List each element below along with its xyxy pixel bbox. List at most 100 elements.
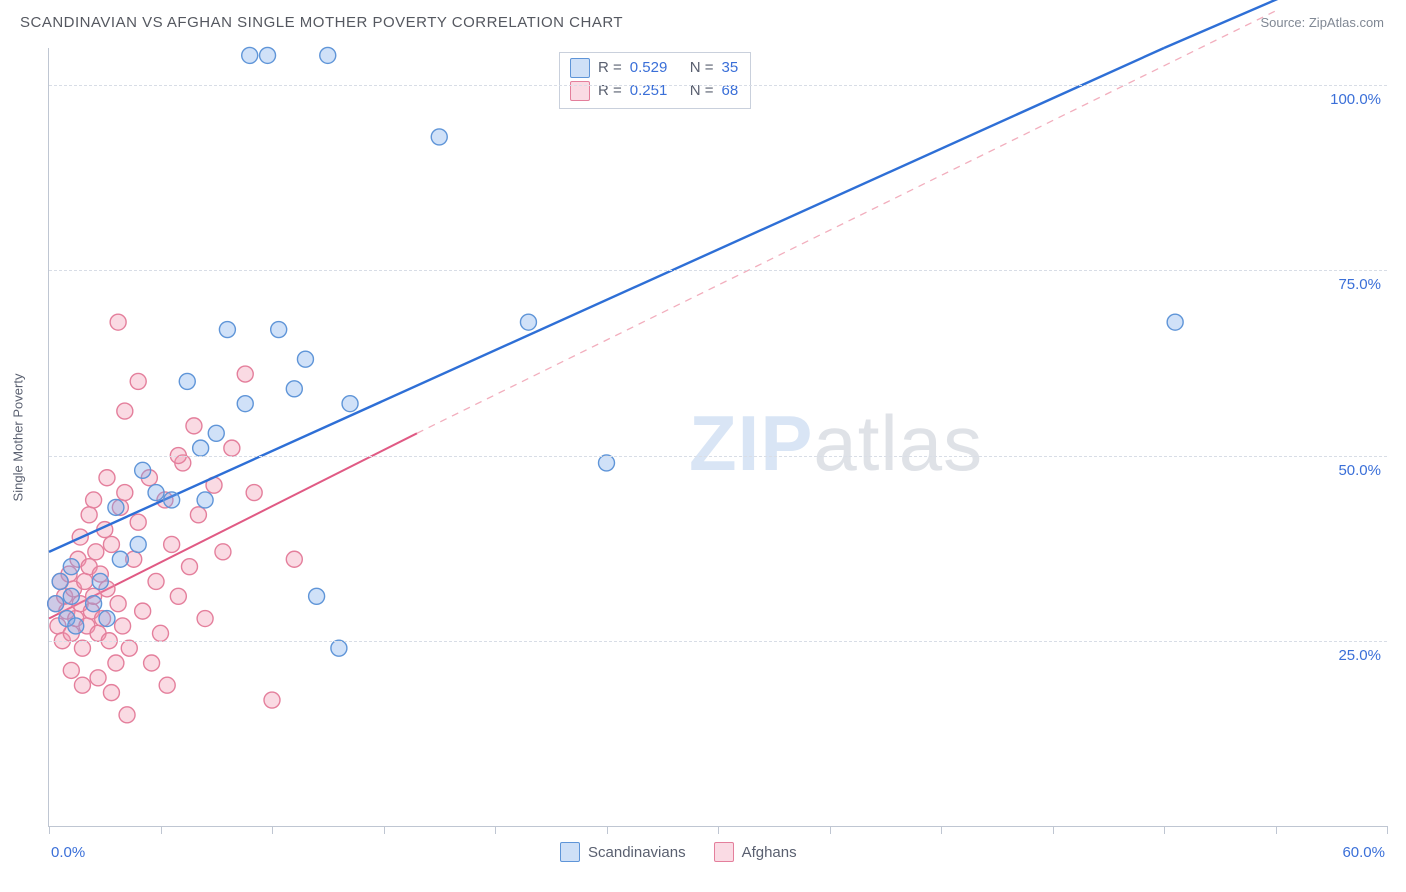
stat-n-label: N =: [690, 57, 714, 80]
afghans-point: [135, 603, 151, 619]
scandinavians-point: [237, 396, 253, 412]
scandinavians-point: [320, 47, 336, 63]
afghans-point: [119, 707, 135, 723]
afghans-point: [74, 640, 90, 656]
x-tick-label: 0.0%: [51, 844, 85, 861]
afghans-point: [215, 544, 231, 560]
afghans-point: [186, 418, 202, 434]
gridline-h: [49, 85, 1387, 86]
afghans-point: [81, 507, 97, 523]
afghans-point: [130, 373, 146, 389]
scandinavians-point: [520, 314, 536, 330]
afghans-point: [103, 536, 119, 552]
scandinavians-point: [342, 396, 358, 412]
x-tick: [830, 826, 831, 834]
scandinavians-point: [86, 596, 102, 612]
afghans-point: [103, 685, 119, 701]
x-tick: [384, 826, 385, 834]
stat-r-value: 0.529: [630, 57, 682, 80]
x-tick: [495, 826, 496, 834]
afghans-point: [190, 507, 206, 523]
scandinavians-point: [63, 588, 79, 604]
afghans-point: [148, 573, 164, 589]
y-axis-label-container: Single Mother Poverty: [8, 48, 28, 826]
scandinavians-point: [68, 618, 84, 634]
scandinavians-point: [48, 596, 64, 612]
stat-r-label: R =: [598, 57, 622, 80]
afghans-point: [110, 596, 126, 612]
scandinavians-point: [242, 47, 258, 63]
afghans-point: [99, 470, 115, 486]
scandinavians-point: [271, 322, 287, 338]
chart-title: SCANDINAVIAN VS AFGHAN SINGLE MOTHER POV…: [20, 14, 623, 31]
afghans-point: [144, 655, 160, 671]
x-tick: [607, 826, 608, 834]
afghans-point: [130, 514, 146, 530]
x-tick: [49, 826, 50, 834]
x-tick: [718, 826, 719, 834]
afghans-point: [108, 655, 124, 671]
scandinavians-point: [193, 440, 209, 456]
afghans-point: [159, 677, 175, 693]
afghans-point: [237, 366, 253, 382]
x-tick: [1053, 826, 1054, 834]
scandinavians-point: [92, 573, 108, 589]
afghans-point: [88, 544, 104, 560]
chart-source: Source: ZipAtlas.com: [1260, 15, 1384, 30]
afghans-point: [90, 670, 106, 686]
legend-label: Scandinavians: [588, 844, 686, 861]
scandinavians-point: [130, 536, 146, 552]
afghans-point: [181, 559, 197, 575]
afghans-point: [164, 536, 180, 552]
stat-r-label: R =: [598, 80, 622, 103]
legend-item: Scandinavians: [560, 842, 686, 862]
gridline-h: [49, 641, 1387, 642]
scandinavians-point: [431, 129, 447, 145]
scandinavians-point: [99, 611, 115, 627]
afghans-point: [153, 625, 169, 641]
y-axis-label: Single Mother Poverty: [11, 373, 26, 501]
legend-swatch: [570, 81, 590, 101]
stats-row: R =0.251N =68: [570, 80, 738, 103]
scandinavians-point: [260, 47, 276, 63]
stats-legend-box: R =0.529N =35R =0.251N =68: [559, 52, 751, 109]
stat-r-value: 0.251: [630, 80, 682, 103]
gridline-h: [49, 456, 1387, 457]
plot-area: ZIPatlas R =0.529N =35R =0.251N =68 25.0…: [48, 48, 1387, 827]
scandinavians-point: [197, 492, 213, 508]
scandinavians-point: [148, 485, 164, 501]
scandinavians-point: [208, 425, 224, 441]
stats-row: R = 0.529 N = 35: [570, 57, 738, 80]
scandinavians-point: [599, 455, 615, 471]
legend-item: Afghans: [714, 842, 797, 862]
afghans-trendline: [417, 11, 1276, 433]
scandinavians-point: [309, 588, 325, 604]
scandinavians-point: [286, 381, 302, 397]
x-tick: [161, 826, 162, 834]
afghans-point: [197, 611, 213, 627]
x-tick: [1387, 826, 1388, 834]
afghans-point: [246, 485, 262, 501]
chart-header: SCANDINAVIAN VS AFGHAN SINGLE MOTHER POV…: [0, 0, 1406, 44]
scandinavians-point: [52, 573, 68, 589]
legend-swatch: [570, 58, 590, 78]
afghans-point: [74, 677, 90, 693]
afghans-point: [121, 640, 137, 656]
scandinavians-point: [179, 373, 195, 389]
scandinavians-point: [63, 559, 79, 575]
y-tick-label: 25.0%: [1338, 647, 1381, 664]
afghans-point: [77, 573, 93, 589]
scandinavians-point: [331, 640, 347, 656]
x-tick: [1276, 826, 1277, 834]
y-tick-label: 75.0%: [1338, 276, 1381, 293]
scandinavians-point: [219, 322, 235, 338]
stat-n-value: 35: [722, 57, 739, 80]
scandinavians-point: [297, 351, 313, 367]
chart-svg: [49, 48, 1387, 826]
scandinavians-point: [1167, 314, 1183, 330]
afghans-point: [170, 588, 186, 604]
legend-swatch: [560, 842, 580, 862]
x-tick: [1164, 826, 1165, 834]
afghans-point: [115, 618, 131, 634]
afghans-point: [110, 314, 126, 330]
